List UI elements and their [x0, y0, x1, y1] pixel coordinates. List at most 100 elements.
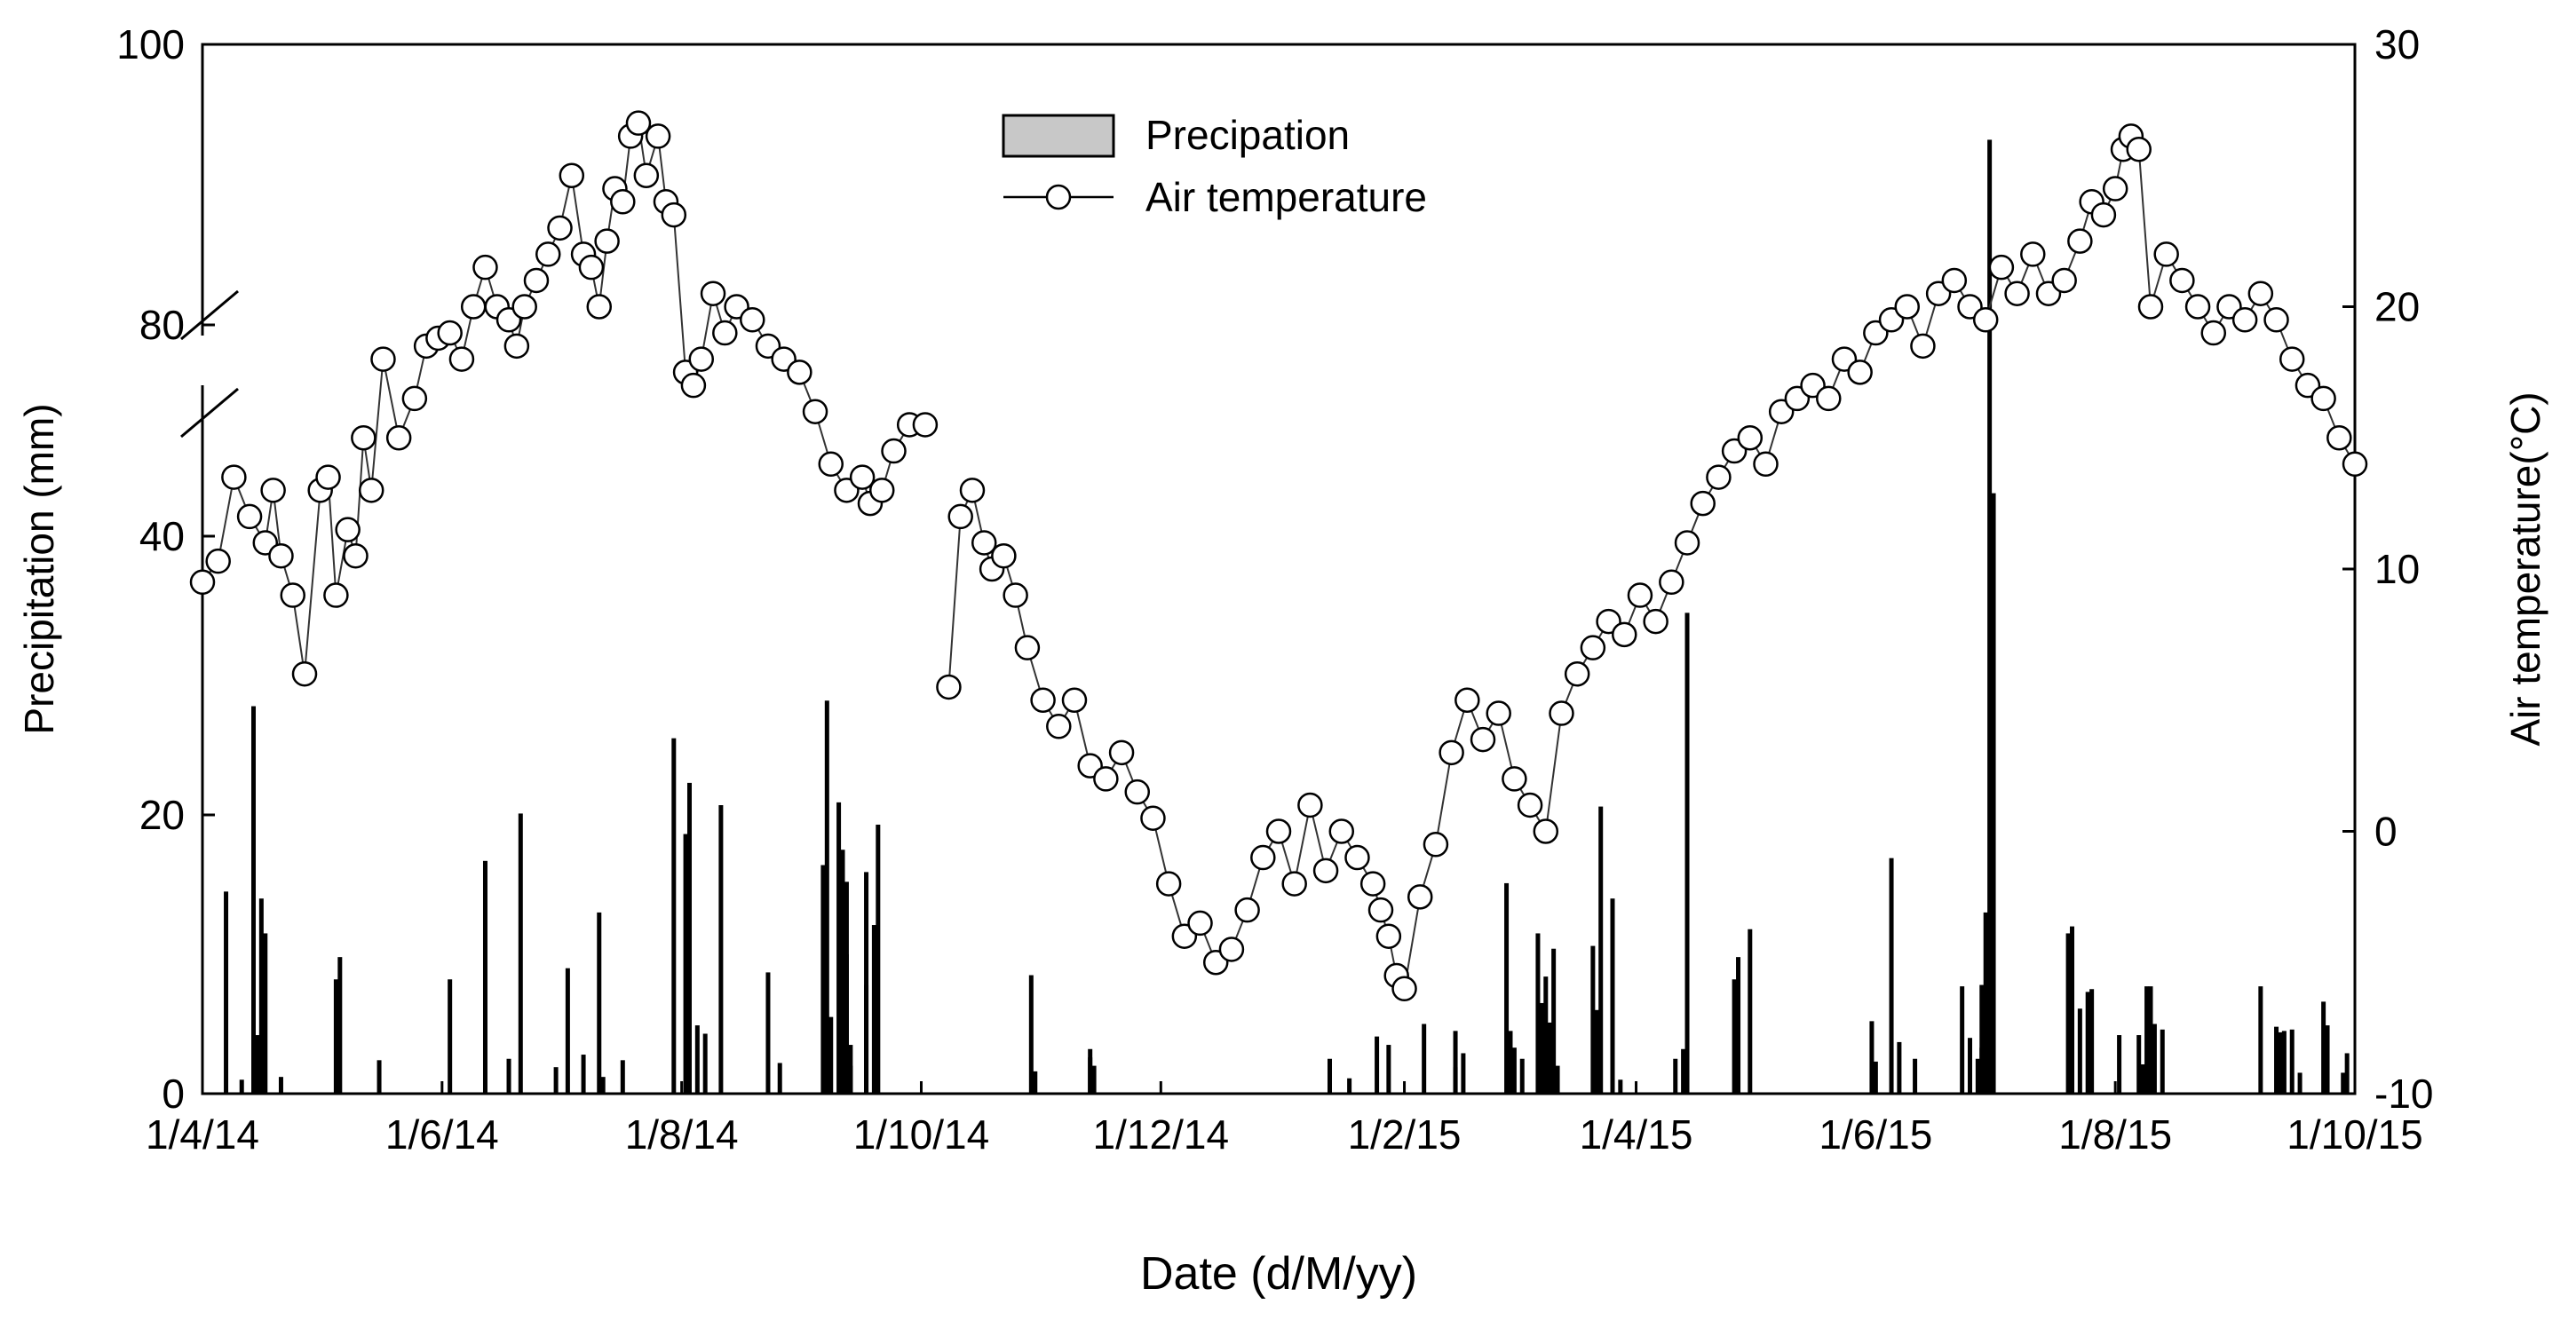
x-tick-label: 1/10/14	[853, 1111, 989, 1158]
precip-bar	[2160, 1029, 2165, 1094]
axis-break-mark-upper	[180, 289, 239, 341]
temperature-point	[1753, 451, 1779, 478]
precip-bar	[1461, 1053, 1466, 1094]
temperature-point	[947, 503, 973, 530]
temperature-point	[1894, 294, 1920, 320]
temperature-point	[1093, 766, 1119, 792]
temperature-point	[335, 517, 361, 542]
x-tick-label: 1/8/14	[625, 1111, 739, 1158]
temperature-point	[503, 333, 530, 360]
temperature-point	[868, 478, 895, 503]
temperature-point	[1030, 687, 1056, 713]
precip-bar	[1673, 1058, 1678, 1094]
precip-bar	[1869, 1021, 1875, 1094]
temperature-point	[511, 294, 537, 320]
y-left-tick-label: 20	[139, 792, 185, 838]
temperature-point	[991, 542, 1017, 569]
temperature-point	[236, 503, 263, 530]
temperature-point	[2169, 267, 2195, 294]
temperature-point	[260, 478, 286, 503]
legend-precip-swatch	[1002, 114, 1115, 158]
temperature-point	[358, 478, 384, 503]
temperature-point	[343, 542, 369, 569]
temperature-point	[802, 399, 828, 424]
x-tick-label: 1/10/15	[2287, 1111, 2422, 1158]
precip-bar	[1535, 933, 1541, 1094]
precip-bar	[876, 824, 881, 1094]
temperature-point	[448, 346, 475, 372]
precip-bar	[824, 700, 829, 1094]
temperature-point	[2153, 241, 2179, 267]
precip-bar	[1543, 976, 1549, 1094]
precip-bar	[1590, 945, 1596, 1094]
temperature-point	[221, 464, 247, 490]
precip-bar	[1913, 1058, 1918, 1094]
temperature-point	[1847, 360, 1873, 385]
precip-bar	[263, 933, 268, 1094]
precip-bar	[376, 1060, 382, 1094]
precip-bar	[765, 972, 771, 1094]
temperature-point	[633, 162, 660, 188]
axis-ticks: 1/4/14 1/6/14 1/8/14 1/10/14 1/12/14 1/2/15 1/…	[116, 21, 2433, 1158]
temperature-point	[1533, 818, 1559, 844]
precip-bar	[1979, 984, 1985, 1094]
temperature-point	[1502, 766, 1527, 792]
temperature-point	[787, 360, 812, 385]
temperature-point	[1124, 779, 1151, 805]
temperature-point	[1972, 307, 1999, 333]
temperature-point	[959, 478, 986, 503]
temperature-point	[578, 254, 605, 281]
precip-bar	[255, 1035, 260, 1094]
temperature-point	[712, 320, 738, 346]
temperature-point	[1470, 726, 1496, 753]
precip-bar	[1555, 1065, 1560, 1094]
y-left-tick-label: 0	[162, 1071, 185, 1117]
temperature-point	[586, 294, 613, 320]
temperature-point	[1391, 976, 1417, 1002]
precip-bar	[1508, 1031, 1513, 1094]
temperature-point	[1155, 871, 1182, 897]
temperature-point	[1423, 832, 1449, 858]
temperature-point	[1297, 792, 1323, 818]
temperature-point	[1003, 582, 1028, 608]
temperature-point	[971, 530, 997, 556]
precip-bar	[2077, 1008, 2082, 1094]
temperature-point	[291, 660, 318, 687]
temperature-point	[1187, 910, 1213, 937]
temperature-point	[2126, 136, 2152, 162]
precip-bar	[2148, 986, 2153, 1094]
y-left-tick-label: 40	[139, 513, 185, 559]
temperature-point	[437, 320, 463, 346]
temperature-point	[2310, 385, 2336, 412]
y-right-tick-label: 30	[2374, 21, 2420, 67]
precip-bar	[553, 1067, 559, 1094]
temperature-point	[2263, 307, 2289, 333]
temperature-point	[688, 346, 715, 372]
precip-bar	[1610, 898, 1615, 1094]
temperature-point	[1486, 700, 1511, 726]
temperature-point	[1690, 490, 1716, 517]
temperature-point	[1988, 254, 2015, 281]
axis-break-gap	[197, 336, 208, 385]
legend-temp-label: Air temperature	[1145, 174, 1427, 220]
precip-bar	[1328, 1058, 1333, 1094]
precip-bar	[1873, 1061, 1878, 1094]
precip-bar	[671, 738, 677, 1094]
legend: Precipation Air temperature	[1002, 112, 1427, 220]
temperature-point	[1549, 700, 1574, 726]
x-tick-label: 1/6/15	[1819, 1111, 1932, 1158]
x-tick-label: 1/4/15	[1580, 1111, 1693, 1158]
y-right-tick-label: 10	[2374, 546, 2420, 592]
precip-bar	[258, 898, 264, 1094]
precip-bar	[683, 834, 688, 1094]
precip-bar	[1453, 1067, 1458, 1094]
temperature-point	[535, 241, 561, 267]
precip-bar	[828, 1016, 834, 1094]
x-tick-label: 1/2/15	[1348, 1111, 1462, 1158]
precip-bar	[864, 872, 869, 1094]
temperature-point	[1941, 267, 1968, 294]
temperature-point	[1454, 687, 1480, 713]
precip-bar	[1987, 139, 1993, 1095]
temperature-point	[2326, 425, 2352, 451]
precip-bar	[251, 706, 257, 1094]
